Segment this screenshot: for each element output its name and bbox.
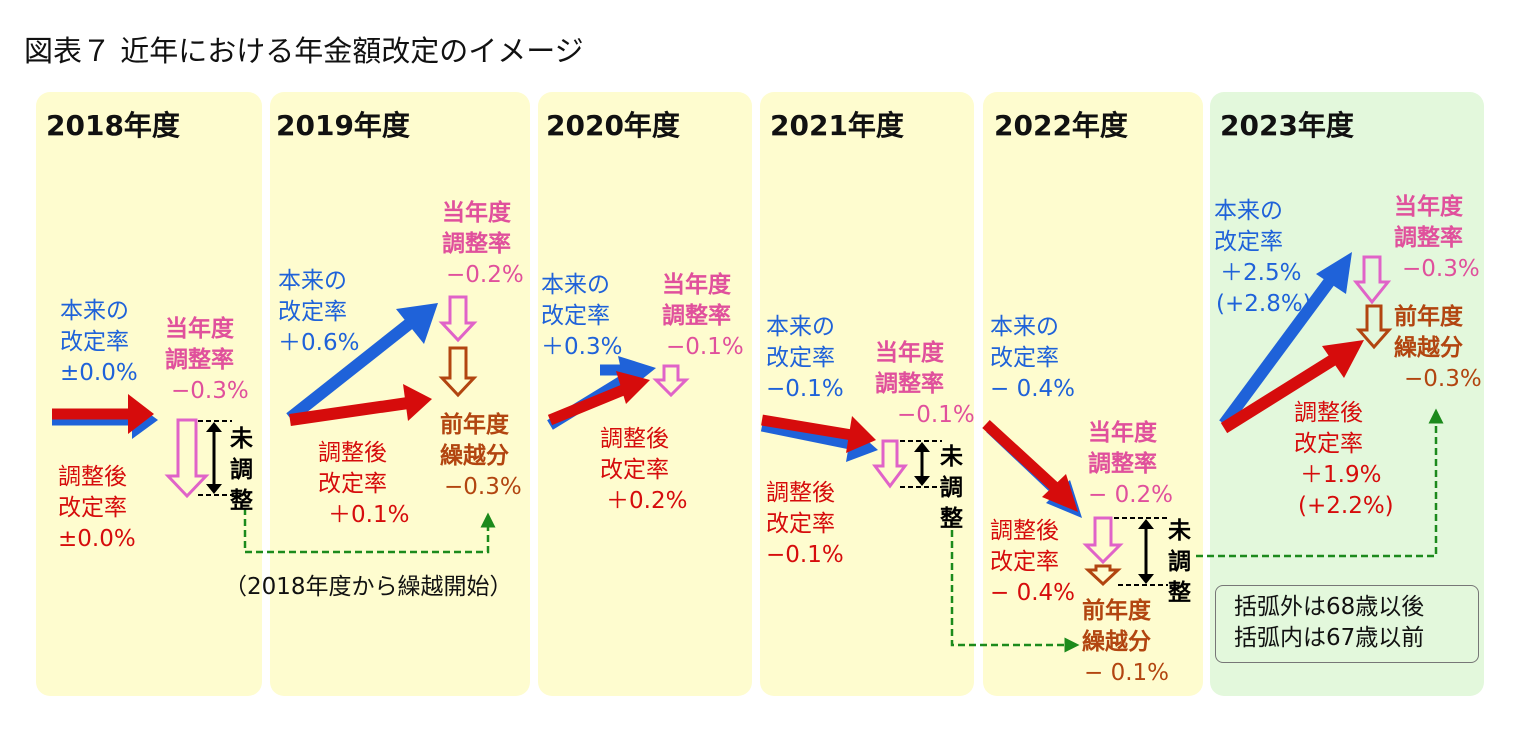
hollow-arrow-2019-carryover — [438, 346, 478, 398]
carry-line-2018-to-2019 — [243, 508, 496, 554]
panel-2023 — [1210, 92, 1484, 696]
arrow-2023-adjusted — [1220, 340, 1364, 434]
current-adjustment-2023: 当年度 調整率 −0.3% — [1394, 194, 1480, 282]
current-adjustment-2018: 当年度 調整率 −0.3% — [165, 316, 249, 404]
adjusted-rate-2020: 調整後 改定率 ＋0.2% — [600, 426, 688, 514]
year-label-2021: 2021年度 — [770, 109, 904, 142]
panel-2021 — [760, 92, 974, 696]
original-rate-2021: 本来の 改定率 −0.1% — [766, 314, 844, 402]
year-label-2023: 2023年度 — [1220, 109, 1354, 142]
year-label-2022: 2022年度 — [994, 109, 1128, 142]
adjusted-rate-2023: 調整後 改定率 ＋1.9% (+2.2%) — [1294, 400, 1394, 519]
unadjusted-label-2021: 未調整 — [940, 444, 963, 532]
unadjusted-bracket-2022 — [1114, 517, 1168, 586]
adjusted-rate-2022: 調整後 改定率 − 0.4% — [990, 518, 1076, 606]
figure-title: 図表７ 近年における年金額改定のイメージ — [24, 34, 584, 68]
carryover-2019: 前年度 繰越分 −0.3% — [440, 412, 522, 500]
arrow-2020-adjusted — [547, 371, 650, 426]
current-adjustment-2021: 当年度 調整率 −0.1% — [875, 340, 975, 428]
carry-line-2021-to-2022 — [950, 530, 1080, 653]
adjusted-rate-2018: 調整後 改定率 ±0.0% — [58, 464, 136, 552]
hollow-arrow-2023-carryover — [1355, 304, 1393, 350]
original-rate-2023: 本来の 改定率 ＋2.5% (+2.8%) — [1214, 198, 1312, 317]
carryover-2022: 前年度 繰越分 − 0.1% — [1082, 598, 1170, 686]
adjusted-rate-2019: 調整後 改定率 ＋0.1% — [318, 440, 410, 528]
arrow-2023-original — [1219, 252, 1352, 428]
panel-2022 — [983, 92, 1203, 696]
unadjusted-bracket-2018 — [198, 420, 232, 496]
carry-line-2022-to-2023 — [1196, 408, 1444, 558]
original-rate-2020: 本来の 改定率 ＋0.3% — [541, 272, 623, 360]
unadjusted-label-2022: 未調整 — [1168, 518, 1191, 606]
year-label-2019: 2019年度 — [276, 109, 410, 142]
carry-start-note: （2018年度から繰越開始） — [224, 574, 513, 600]
original-rate-2019: 本来の 改定率 ＋0.6% — [278, 268, 360, 356]
panel-2020 — [538, 92, 752, 696]
hollow-arrow-2018-adjust — [164, 418, 210, 499]
adjusted-rate-2021: 調整後 改定率 −0.1% — [766, 480, 844, 568]
hollow-arrow-2020-current — [652, 364, 690, 398]
unadjusted-bracket-2021 — [900, 440, 942, 488]
panel-2018 — [36, 92, 262, 696]
arrow-2018-adjusted — [52, 394, 154, 434]
current-adjustment-2022: 当年度 調整率 − 0.2% — [1088, 420, 1174, 508]
hollow-arrow-2023-current — [1352, 255, 1392, 305]
arrow-2021-adjusted — [761, 414, 876, 453]
original-rate-2022: 本来の 改定率 − 0.4% — [990, 314, 1076, 402]
year-label-2018: 2018年度 — [46, 109, 180, 142]
bracket-note: 括弧外は68歳以後 括弧内は67歳以前 — [1234, 594, 1425, 651]
arrow-2019-original — [286, 303, 438, 423]
hollow-arrow-2022-current — [1082, 516, 1124, 565]
current-adjustment-2019: 当年度 調整率 −0.2% — [442, 200, 524, 288]
hollow-arrow-2019-current — [438, 295, 478, 343]
bracket-note-box — [1215, 585, 1479, 663]
hollow-arrow-2022-carryover — [1084, 564, 1122, 587]
unadjusted-label-2018: 未調整 — [230, 426, 253, 514]
carryover-2023: 前年度 繰越分 −0.3% — [1394, 304, 1482, 392]
arrow-2019-adjusted — [289, 384, 432, 426]
original-rate-2018: 本来の 改定率 ±0.0% — [60, 298, 138, 386]
current-adjustment-2020: 当年度 調整率 −0.1% — [662, 272, 744, 360]
arrow-2022-adjusted — [982, 419, 1078, 512]
year-label-2020: 2020年度 — [546, 109, 680, 142]
hollow-arrow-2021-current — [872, 439, 908, 489]
